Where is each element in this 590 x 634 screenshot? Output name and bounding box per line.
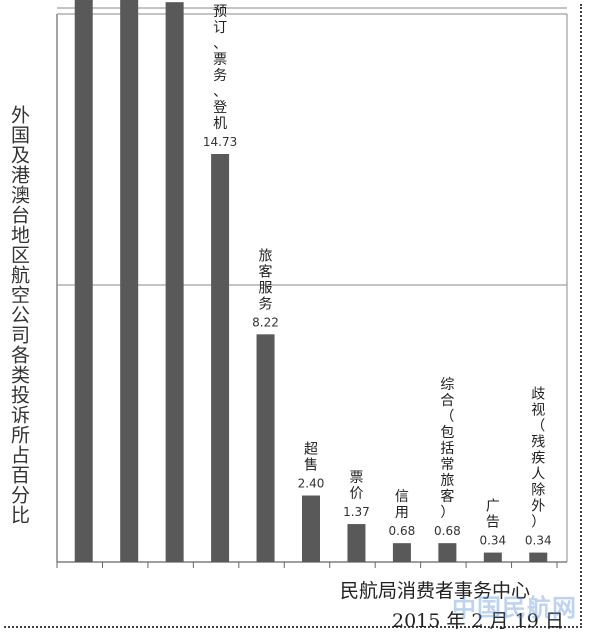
bar [302, 495, 320, 562]
value-label: 0.68 [434, 524, 461, 538]
category-label: 预订、票务、登机 [213, 4, 227, 132]
source-note: 民航局消费者事务中心 [340, 580, 531, 602]
bar [438, 543, 457, 562]
bar [256, 334, 275, 562]
value-label: 0.34 [525, 534, 552, 548]
chart-frame [4, 4, 582, 628]
value-label: 8.22 [252, 315, 279, 329]
value-label: 1.37 [343, 505, 370, 519]
value-label: 0.34 [479, 534, 506, 548]
value-label: 2.40 [298, 477, 325, 491]
value-label: 14.73 [203, 135, 237, 149]
bar [211, 153, 230, 562]
category-label: 超售 [304, 442, 318, 474]
value-label: 0.68 [389, 524, 416, 538]
bar [392, 543, 411, 562]
bar [74, 0, 93, 562]
category-label: 综合（包括常旅客） [440, 377, 454, 521]
category-label: 旅客服务 [259, 248, 273, 312]
category-label: 广告 [486, 499, 500, 531]
y-axis-label: 外国及港澳台地区航空公司各类投诉所占百分比 [8, 105, 30, 525]
bar [483, 552, 502, 562]
bar [165, 2, 184, 563]
watermark: 中国民航网 [452, 594, 577, 622]
bar [120, 0, 139, 562]
bar [529, 552, 548, 562]
date-note: 2015 年 2 月 19 日 [392, 610, 564, 632]
category-label: 歧视（残疾人除外） [531, 387, 545, 531]
category-label: 票价 [349, 470, 363, 502]
bar [347, 524, 366, 562]
category-label: 信用 [395, 489, 409, 521]
